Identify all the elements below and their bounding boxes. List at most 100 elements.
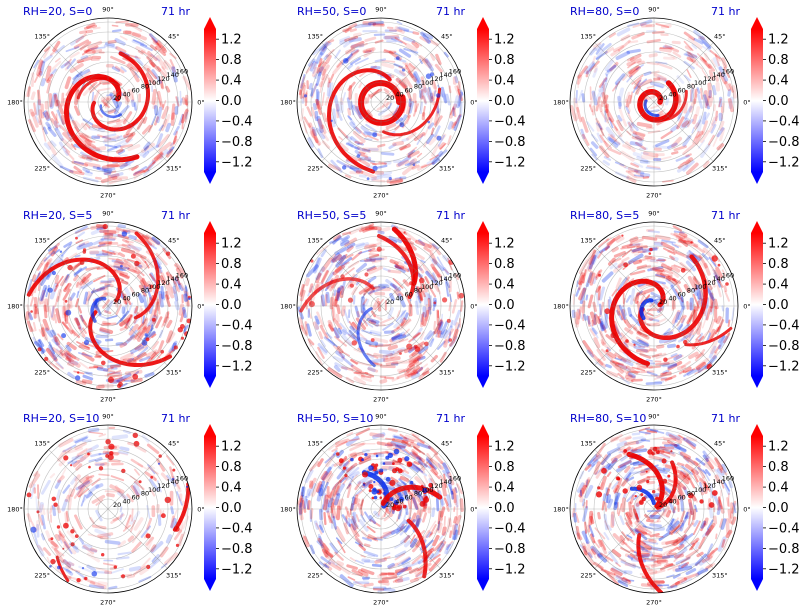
field-blob: [402, 504, 407, 509]
field-texture: [685, 260, 696, 272]
angular-gridline: [594, 42, 655, 103]
field-texture: [117, 224, 126, 229]
field-texture: [645, 563, 657, 567]
field-texture: [439, 351, 447, 363]
field-texture: [98, 241, 113, 245]
field-texture: [393, 318, 403, 329]
field-texture: [372, 432, 386, 439]
field-blob: [667, 474, 671, 478]
field-texture: [415, 42, 423, 47]
field-texture: [101, 163, 119, 170]
field-texture: [352, 295, 356, 305]
field-texture: [637, 540, 652, 551]
field-texture: [682, 332, 689, 339]
field-blob: [336, 452, 340, 456]
radial-tick-label: 40: [668, 294, 676, 302]
field-texture: [440, 506, 446, 518]
field-texture: [672, 51, 682, 58]
field-blob: [342, 58, 349, 64]
field-blob: [310, 259, 314, 263]
field-texture: [431, 507, 436, 518]
angular-gridline: [321, 449, 382, 510]
field-texture: [678, 451, 690, 463]
field-texture: [83, 47, 98, 52]
field-texture: [366, 352, 379, 359]
field-texture: [319, 324, 329, 339]
field-texture: [27, 312, 34, 321]
radial-gridline: [583, 31, 725, 173]
field-texture: [150, 351, 159, 360]
field-texture: [676, 116, 685, 130]
field-texture: [365, 47, 374, 52]
field-texture: [364, 511, 372, 522]
field-texture: [704, 524, 714, 537]
field-texture: [614, 82, 619, 90]
field-texture: [420, 259, 426, 264]
field-texture: [446, 543, 451, 550]
field-texture: [366, 266, 377, 272]
field-texture: [428, 134, 440, 146]
field-texture: [675, 354, 684, 360]
field-texture: [619, 163, 627, 169]
field-texture: [626, 491, 637, 503]
colorbar-tick-label: −0.8: [221, 339, 253, 354]
field-texture: [160, 472, 169, 481]
field-texture: [74, 474, 81, 482]
field-texture: [320, 294, 326, 307]
angle-tick-label: 270°: [100, 599, 116, 607]
field-texture: [377, 587, 392, 593]
radial-gridline: [370, 498, 392, 520]
field-texture: [39, 273, 50, 286]
field-texture: [712, 515, 718, 525]
field-texture: [312, 102, 317, 111]
field-texture: [36, 263, 43, 271]
radial-tick-label: 100: [421, 79, 433, 87]
field-texture: [456, 323, 461, 330]
field-texture: [648, 455, 665, 462]
field-texture: [150, 53, 161, 62]
field-texture: [330, 159, 343, 173]
field-texture: [650, 546, 663, 552]
field-blob: [101, 360, 106, 366]
field-texture: [117, 268, 126, 272]
field-texture: [422, 512, 428, 523]
field-blob: [711, 490, 718, 496]
field-texture: [368, 515, 377, 525]
field-texture: [588, 524, 595, 538]
field-texture: [26, 86, 31, 98]
field-texture: [309, 477, 317, 488]
field-texture: [147, 51, 158, 61]
field-blob: [646, 365, 649, 368]
field-texture: [352, 512, 357, 525]
field-texture: [629, 91, 634, 104]
field-texture: [414, 476, 426, 487]
field-texture: [333, 289, 337, 297]
field-texture: [154, 152, 164, 161]
polar-panel: 0°45°90°135°180°225°270°315°20 40 60 801001…: [280, 209, 525, 404]
field-texture: [309, 83, 319, 97]
field-texture: [36, 544, 45, 557]
field-texture: [335, 537, 343, 545]
field-texture: [114, 260, 127, 266]
field-texture: [118, 252, 126, 258]
field-texture: [635, 64, 644, 71]
field-texture: [44, 112, 49, 120]
field-texture: [632, 151, 643, 158]
field-texture: [717, 465, 723, 474]
field-texture: [593, 540, 600, 549]
field-texture: [362, 298, 368, 306]
field-texture: [683, 522, 694, 534]
field-texture: [613, 492, 621, 505]
field-texture: [598, 78, 609, 93]
field-texture: [610, 514, 616, 527]
field-texture: [297, 495, 304, 505]
field-texture: [701, 94, 707, 109]
field-texture: [676, 75, 685, 84]
field-texture: [55, 308, 62, 324]
field-texture: [367, 534, 377, 541]
field-blob: [424, 341, 429, 347]
field-texture: [40, 289, 46, 305]
field-texture: [452, 489, 458, 506]
field-texture: [325, 463, 335, 476]
panel-background: [570, 18, 738, 186]
